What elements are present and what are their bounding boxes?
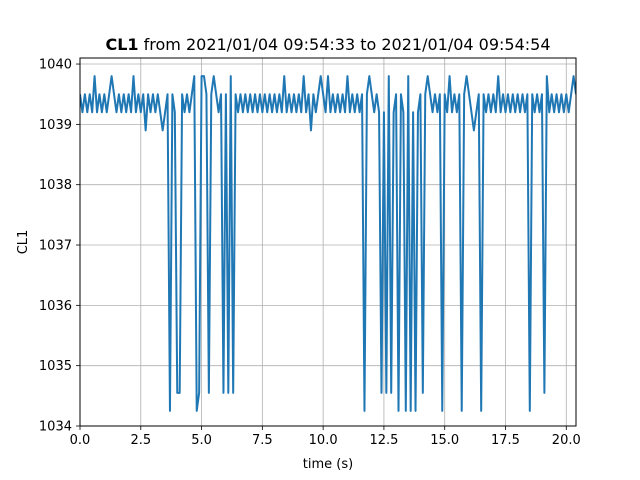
y-tick-label: 1038 — [39, 178, 72, 193]
x-tick-label: 2.5 — [130, 433, 151, 448]
x-tick-label: 20.0 — [552, 433, 581, 448]
x-tick-label: 10.0 — [309, 433, 338, 448]
series-layer — [80, 75, 576, 412]
x-tick-label: 15.0 — [430, 433, 459, 448]
chart-title-rest: from 2021/01/04 09:54:33 to 2021/01/04 0… — [139, 35, 551, 54]
y-tick-label: 1036 — [39, 299, 72, 314]
x-tick-label: 5.0 — [191, 433, 212, 448]
y-tick-label: 1039 — [39, 118, 72, 133]
ticks: 0.0 2.5 5.0 7.5 10.0 12.5 15.0 17.5 20.0 1034 1035… — [39, 58, 581, 448]
chart-title: CL1 from 2021/01/04 09:54:33 to 2021/01/… — [105, 35, 550, 54]
series-line-cl1 — [80, 75, 576, 412]
chart-title-bold: CL1 — [105, 35, 138, 54]
y-tick-label: 1040 — [39, 58, 72, 73]
plot-frame — [79, 57, 577, 427]
x-tick-label: 17.5 — [491, 433, 520, 448]
x-tick-label: 7.5 — [252, 433, 273, 448]
x-tick-label: 0.0 — [70, 433, 91, 448]
y-tick-label: 1034 — [39, 420, 72, 435]
y-tick-label: 1037 — [39, 239, 72, 254]
y-tick-label: 1035 — [39, 359, 72, 374]
x-tick-label: 12.5 — [369, 433, 398, 448]
y-axis-label: CL1 — [16, 230, 31, 255]
x-axis-label: time (s) — [303, 457, 353, 472]
